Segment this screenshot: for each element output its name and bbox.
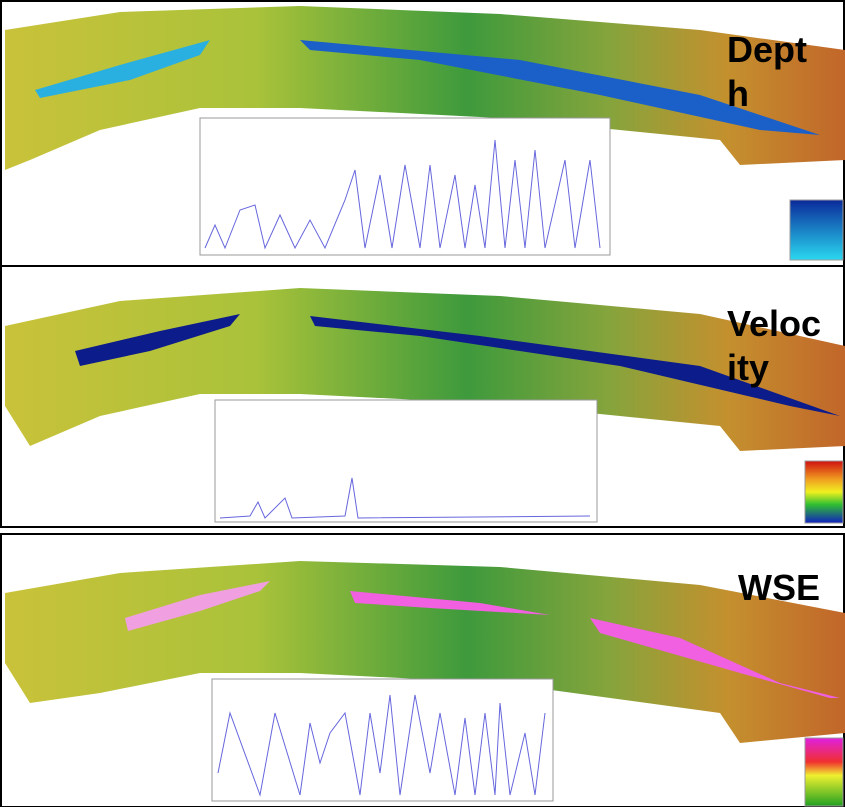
panels — [0, 0, 845, 807]
panel-velocity — [1, 266, 845, 527]
panel-wse — [1, 534, 845, 807]
legend-ramp — [805, 738, 843, 806]
panel-depth — [1, 1, 845, 266]
profile-chart — [212, 679, 553, 801]
panel-label: WSE — [738, 566, 836, 610]
profile-chart — [215, 400, 597, 522]
panel-label: Velocity — [727, 302, 825, 390]
legend-ramp — [790, 200, 843, 260]
figure: Depth Velocity WSE — [0, 0, 845, 807]
legend-ramp — [805, 461, 843, 523]
panel-label: Depth — [727, 28, 825, 116]
